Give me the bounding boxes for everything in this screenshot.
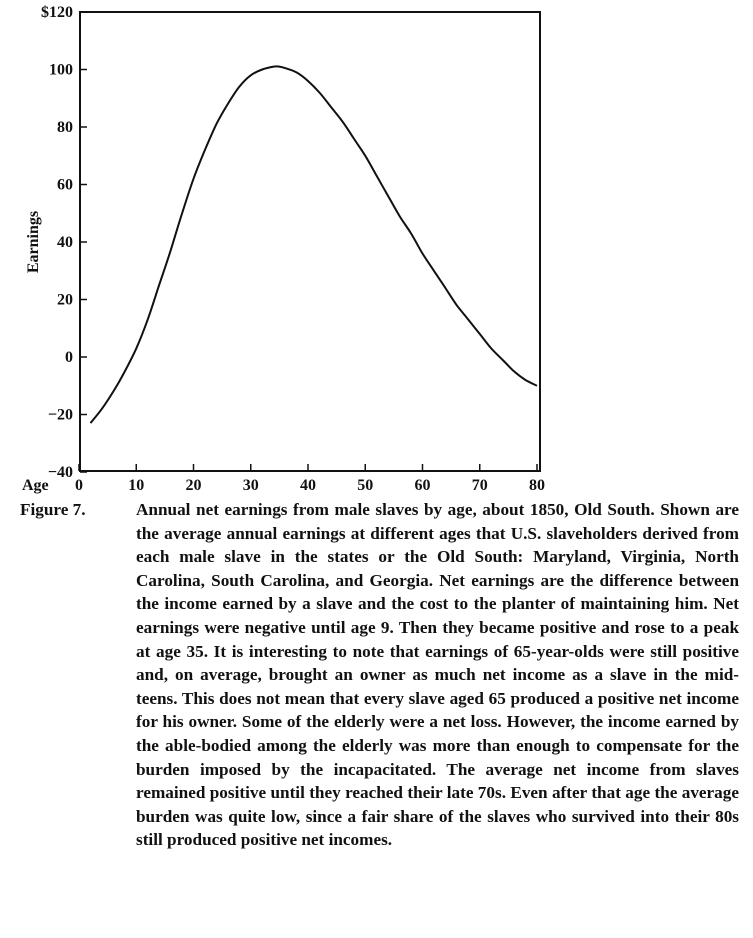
caption-label: Figure 7. (20, 500, 86, 519)
y-tick-label: −20 (48, 407, 73, 424)
plot-frame (79, 11, 541, 472)
y-tick-label: −40 (48, 464, 73, 481)
y-tick-label: 20 (57, 292, 73, 309)
earnings-line (89, 65, 538, 424)
x-axis-title: Age (22, 477, 49, 494)
x-axis-ticks: 0 10 20 30 40 50 60 70 80 (75, 464, 545, 494)
x-tick-label: 80 (529, 477, 545, 494)
y-axis-title: Earnings (25, 211, 42, 273)
y-tick-label: 60 (57, 177, 73, 194)
y-tick-label: 100 (49, 62, 73, 79)
y-tick-label: 80 (57, 119, 73, 136)
x-tick-label: 10 (128, 477, 144, 494)
x-tick-label: 60 (415, 477, 431, 494)
x-tick-label: 30 (243, 477, 259, 494)
x-tick-label: 40 (300, 477, 316, 494)
earnings-chart: $120 100 80 60 40 20 0 −20 −40 0 10 20 30 40 50 60 70 80… (22, 4, 545, 494)
caption-text: Annual net earnings from male slaves by … (136, 500, 739, 850)
x-tick-label: 20 (186, 477, 202, 494)
y-tick-label: 0 (65, 349, 73, 366)
x-tick-label: 70 (472, 477, 488, 494)
y-tick-label: $120 (41, 4, 73, 21)
x-tick-label: 50 (357, 477, 373, 494)
y-axis-ticks: $120 100 80 60 40 20 0 −20 −40 (41, 4, 87, 481)
x-tick-label: 0 (75, 477, 83, 494)
y-tick-label: 40 (57, 234, 73, 251)
